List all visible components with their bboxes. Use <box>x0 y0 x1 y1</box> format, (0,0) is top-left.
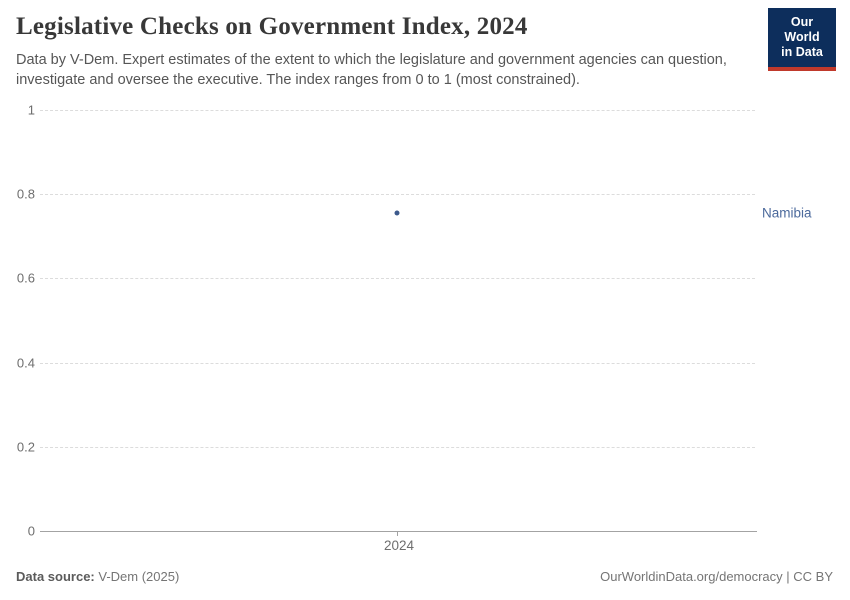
owid-license-link[interactable]: OurWorldinData.org/democracy | CC BY <box>600 569 833 584</box>
gridline <box>40 110 755 111</box>
y-tick-label: 0.6 <box>16 270 35 286</box>
y-tick-label: 1 <box>27 102 35 118</box>
data-source-value: V-Dem (2025) <box>98 569 180 584</box>
logo-text-line1: Our World <box>784 15 820 44</box>
x-axis-line <box>40 531 757 532</box>
y-tick-label: 0 <box>27 523 35 539</box>
data-source-label: Data source: <box>16 569 95 584</box>
chart-subtitle: Data by V-Dem. Expert estimates of the e… <box>16 52 727 88</box>
owid-logo[interactable]: Our World in Data <box>768 8 836 71</box>
entity-label-namibia[interactable]: Namibia <box>762 205 812 221</box>
gridline <box>40 194 755 196</box>
x-tick-mark <box>397 531 398 536</box>
page-title: Legislative Checks on Government Index, … <box>16 13 528 40</box>
data-point-namibia[interactable] <box>394 210 400 216</box>
logo-text-line2: in Data <box>781 45 823 59</box>
chart-footer: Data source: V-Dem (2025) OurWorldinData… <box>16 569 833 584</box>
y-tick-label: 0.2 <box>16 439 35 455</box>
y-tick-label: 0.8 <box>16 186 35 202</box>
gridline <box>40 362 755 364</box>
gridline <box>40 278 755 280</box>
data-source: Data source: V-Dem (2025) <box>16 569 179 584</box>
y-tick-label: 0.4 <box>16 355 35 371</box>
gridline <box>40 446 755 448</box>
x-tick-label: 2024 <box>383 538 415 553</box>
